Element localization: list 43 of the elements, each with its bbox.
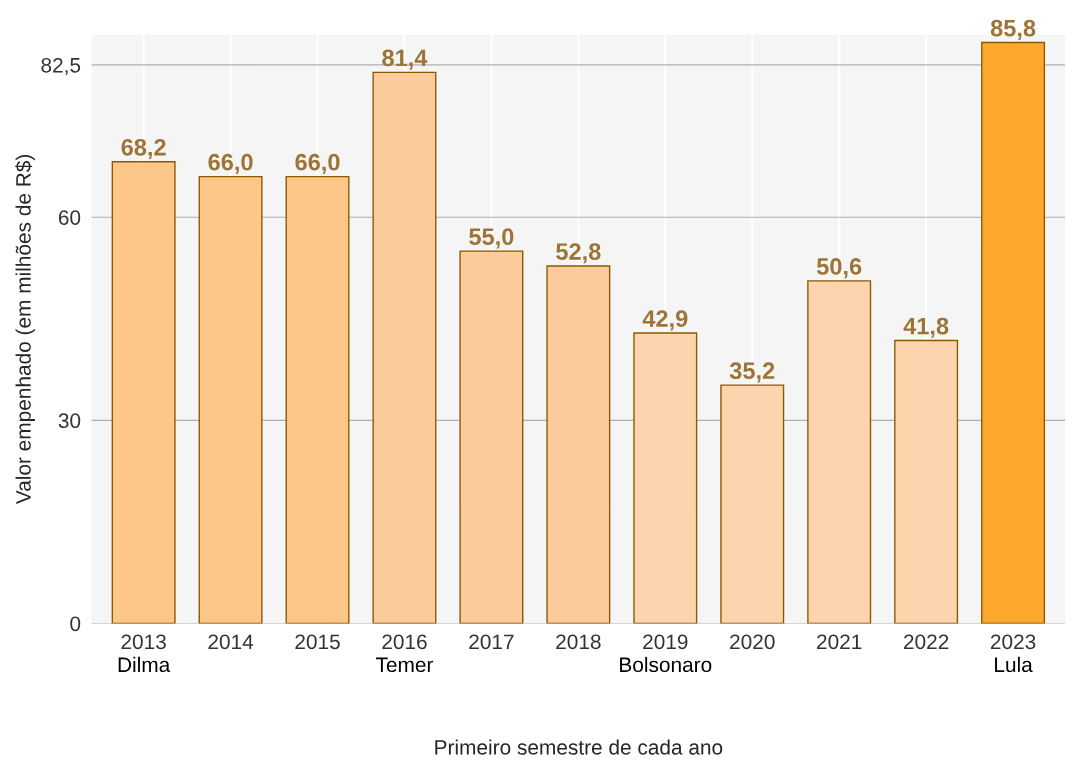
y-tick-label: 60 xyxy=(58,210,81,225)
y-tick-label: 30 xyxy=(58,413,81,429)
data-label: 66,0 xyxy=(295,153,340,174)
bar xyxy=(894,339,959,624)
x-tick-label: 2021 xyxy=(817,634,862,650)
bar xyxy=(981,41,1046,624)
x-tick-label: 2018 xyxy=(556,634,601,650)
text: Bolsonaro xyxy=(620,656,712,673)
data-label: 55,0 xyxy=(469,228,514,249)
x-tick-label: 2017 xyxy=(469,634,514,650)
bar xyxy=(285,175,350,624)
data-label: 52,8 xyxy=(556,243,601,264)
y-tick-label: 0 xyxy=(70,616,81,632)
x-tick-label: 2016 xyxy=(382,634,427,650)
x-tick-label: 2023 xyxy=(990,634,1036,650)
x-tick-label: 2014 xyxy=(208,634,254,650)
data-label: 68,2 xyxy=(121,138,166,160)
bar xyxy=(633,332,698,624)
data-label: 66,0 xyxy=(208,153,253,174)
bar xyxy=(720,384,785,624)
x-tick-label: 2019 xyxy=(643,634,688,650)
data-label: 50,6 xyxy=(816,258,862,279)
x-axis-title: Primeiro semestre de cada ano xyxy=(435,739,723,755)
data-label: 81,4 xyxy=(382,49,428,70)
data-label: 41,8 xyxy=(903,317,949,338)
x-tick-label: 2022 xyxy=(904,634,949,650)
x-tick-label: 2020 xyxy=(730,634,775,650)
bar xyxy=(546,265,611,624)
data-label: 35,2 xyxy=(729,362,775,383)
y-axis-title: Valor empenhado (em milhões de R$) xyxy=(15,154,35,505)
bar xyxy=(372,71,437,624)
text: Dilma xyxy=(118,656,171,673)
x-tick-label: 2013 xyxy=(121,634,166,650)
bar xyxy=(459,250,524,624)
x-tick-label: 2015 xyxy=(295,634,340,650)
bar xyxy=(198,175,263,624)
data-label: 42,9 xyxy=(642,310,688,331)
y-tick-label: 82,5 xyxy=(41,57,81,76)
data-label: 85,8 xyxy=(990,19,1036,40)
bar xyxy=(111,161,176,624)
text: Lula xyxy=(995,656,1033,673)
bar xyxy=(807,280,872,624)
text: Temer xyxy=(376,657,434,673)
